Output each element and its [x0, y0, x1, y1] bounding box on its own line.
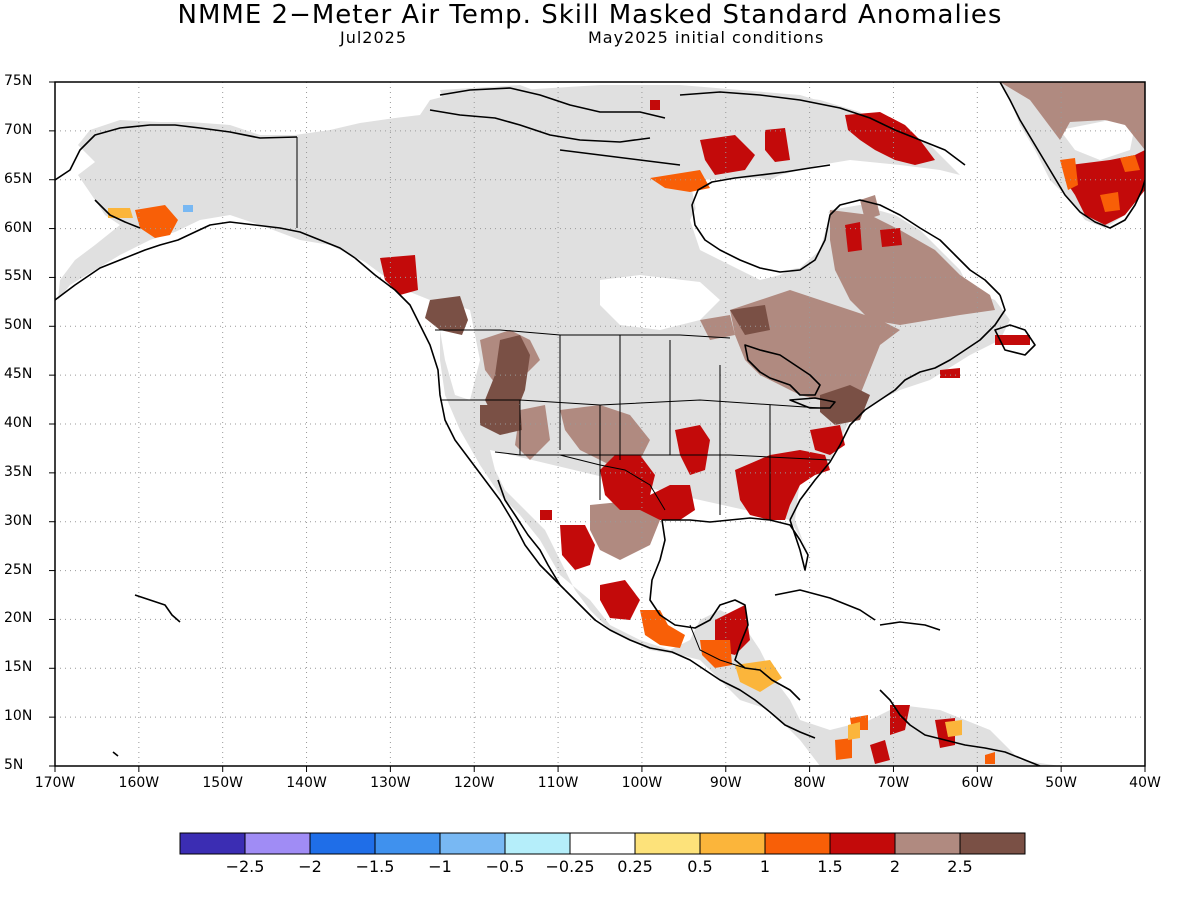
colorbar-swatch — [764, 832, 831, 855]
colorbar-swatch — [894, 832, 961, 855]
lat-tick-label: 20N — [4, 610, 33, 627]
lat-tick-label: 50N — [4, 317, 33, 334]
lat-tick-label: 45N — [4, 366, 33, 383]
initial-conditions: May2025 initial conditions — [588, 28, 825, 47]
colorbar-swatch — [374, 832, 441, 855]
lon-tick-label: 110W — [537, 775, 579, 791]
lat-tick-label: 30N — [4, 512, 33, 529]
lon-tick-label: 140W — [286, 775, 327, 791]
lon-tick-label: 70W — [877, 775, 910, 791]
lat-tick-label: 15N — [4, 659, 33, 676]
colorbar-label: 0.5 — [687, 857, 713, 876]
anomaly-2-to-2p5 — [480, 82, 1145, 560]
political-borders — [296, 137, 831, 669]
lat-tick-label: 35N — [4, 463, 33, 480]
anomaly-negative-speck — [183, 205, 193, 212]
lat-lon-grid — [55, 82, 1145, 766]
lat-tick-label: 10N — [4, 708, 33, 725]
lon-tick-label: 170W — [34, 775, 76, 791]
lon-tick-label: 80W — [793, 775, 826, 791]
colorbar-label: 0.25 — [617, 857, 653, 876]
lat-tick-label: 60N — [4, 219, 33, 236]
colorbar-label: −1 — [428, 857, 452, 876]
colorbar-label: −0.5 — [485, 857, 525, 876]
colorbar-swatch — [699, 832, 766, 855]
lat-tick-label: 75N — [4, 73, 33, 89]
colorbar-label: −2.5 — [225, 857, 265, 876]
colorbar-swatch — [309, 832, 376, 855]
lat-tick-label: 70N — [4, 121, 33, 138]
colorbar — [179, 832, 1026, 855]
colorbar-swatch — [569, 832, 636, 855]
lon-tick-label: 100W — [621, 775, 663, 791]
colorbar-swatch — [179, 832, 246, 855]
colorbar-label: −0.25 — [545, 857, 595, 876]
colorbar-label: 2 — [889, 857, 901, 876]
lon-tick-label: 120W — [453, 775, 495, 791]
colorbar-swatch — [244, 832, 311, 855]
coastlines — [55, 82, 1145, 766]
target-month: Jul2025 — [340, 28, 408, 47]
colorbar-label: 1.5 — [817, 857, 843, 876]
lon-tick-label: 130W — [370, 775, 411, 791]
lon-tick-label: 50W — [1045, 775, 1077, 791]
lat-tick-label: 55N — [4, 268, 33, 285]
lon-tick-label: 60W — [961, 775, 994, 791]
colorbar-label: −2 — [298, 857, 322, 876]
colorbar-label: 2.5 — [947, 857, 973, 876]
anomaly-1-to-1p5 — [135, 155, 1140, 764]
colorbar-swatch — [634, 832, 701, 855]
lat-tick-label: 5N — [4, 757, 24, 773]
colorbar-swatch — [829, 832, 896, 855]
lat-tick-label: 65N — [4, 170, 33, 187]
near-normal-patches — [440, 120, 1135, 585]
lon-tick-label: 160W — [118, 775, 160, 791]
lon-tick-label: 90W — [709, 775, 742, 791]
map-title: NMME 2−Meter Air Temp. Skill Masked Stan… — [177, 0, 1003, 30]
colorbar-label: −1.5 — [355, 857, 395, 876]
lon-tick-label: 40W — [1129, 775, 1161, 791]
lat-tick-label: 40N — [4, 415, 33, 431]
axis-tick-marks — [49, 81, 1146, 772]
colorbar-swatch — [959, 832, 1026, 855]
lat-tick-label: 25N — [4, 561, 33, 578]
colorbar-label: 1 — [759, 857, 771, 876]
lon-tick-label: 150W — [202, 775, 243, 791]
anomaly-above-2p5 — [425, 296, 870, 435]
colorbar-swatch — [439, 832, 506, 855]
colorbar-swatch — [504, 832, 571, 855]
